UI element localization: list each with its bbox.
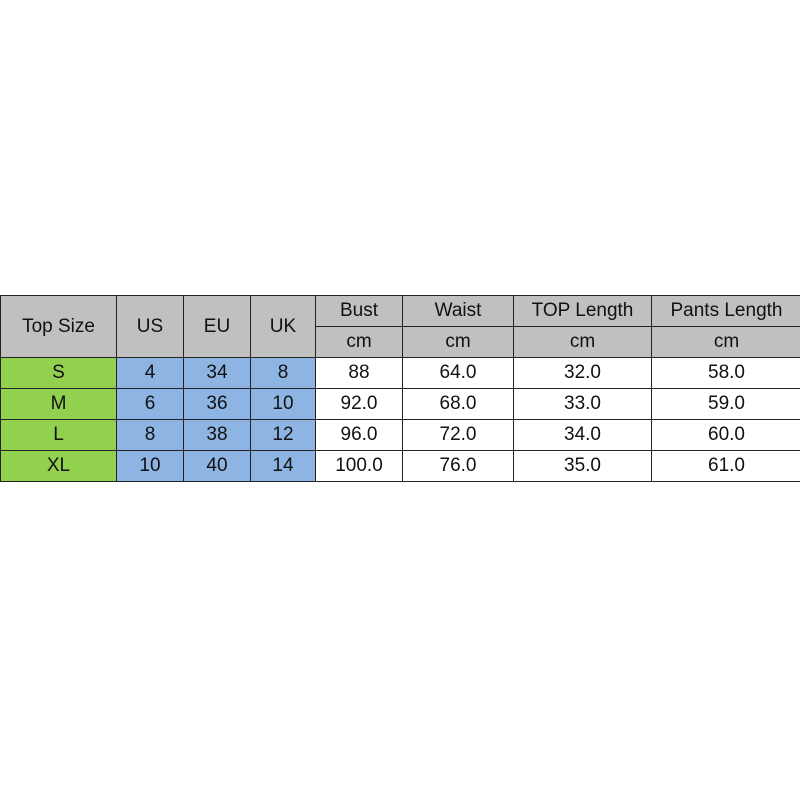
header-uk: UK xyxy=(250,295,316,358)
size-cell: XL xyxy=(0,450,117,482)
value-cell: 8 xyxy=(250,357,316,389)
value-cell: 4 xyxy=(116,357,184,389)
header-waist: Waist xyxy=(402,295,514,327)
value-cell: 14 xyxy=(250,450,316,482)
value-cell: 100.0 xyxy=(315,450,403,482)
unit-cell: cm xyxy=(513,326,652,358)
value-cell: 96.0 xyxy=(315,419,403,451)
value-cell: 10 xyxy=(116,450,184,482)
unit-cell: cm xyxy=(315,326,403,358)
size-cell: S xyxy=(0,357,117,389)
value-cell: 58.0 xyxy=(651,357,800,389)
size-chart-table: Top Size US EU UK Bust Waist TOP Length … xyxy=(0,295,800,482)
value-cell: 76.0 xyxy=(402,450,514,482)
value-cell: 8 xyxy=(116,419,184,451)
value-cell: 72.0 xyxy=(402,419,514,451)
table-row: L 8 38 12 96.0 72.0 34.0 60.0 xyxy=(0,419,800,451)
value-cell: 10 xyxy=(250,388,316,420)
value-cell: 34 xyxy=(183,357,251,389)
value-cell: 88 xyxy=(315,357,403,389)
value-cell: 59.0 xyxy=(651,388,800,420)
table-row: S 4 34 8 88 64.0 32.0 58.0 xyxy=(0,357,800,389)
table-row: XL 10 40 14 100.0 76.0 35.0 61.0 xyxy=(0,450,800,482)
value-cell: 12 xyxy=(250,419,316,451)
value-cell: 33.0 xyxy=(513,388,652,420)
value-cell: 32.0 xyxy=(513,357,652,389)
header-bust: Bust xyxy=(315,295,403,327)
value-cell: 34.0 xyxy=(513,419,652,451)
unit-cell: cm xyxy=(651,326,800,358)
header-us: US xyxy=(116,295,184,358)
header-row: Top Size US EU UK Bust Waist TOP Length … xyxy=(0,295,800,358)
value-cell: 36 xyxy=(183,388,251,420)
header-top-length: TOP Length xyxy=(513,295,652,327)
value-cell: 6 xyxy=(116,388,184,420)
table-row: M 6 36 10 92.0 68.0 33.0 59.0 xyxy=(0,388,800,420)
value-cell: 68.0 xyxy=(402,388,514,420)
header-eu: EU xyxy=(183,295,251,358)
unit-row: cm cm cm cm xyxy=(1,326,800,358)
header-top-size: Top Size xyxy=(0,295,117,358)
value-cell: 35.0 xyxy=(513,450,652,482)
value-cell: 40 xyxy=(183,450,251,482)
value-cell: 61.0 xyxy=(651,450,800,482)
header-pants-length: Pants Length xyxy=(651,295,800,327)
value-cell: 60.0 xyxy=(651,419,800,451)
size-cell: L xyxy=(0,419,117,451)
unit-cell: cm xyxy=(402,326,514,358)
size-cell: M xyxy=(0,388,117,420)
value-cell: 92.0 xyxy=(315,388,403,420)
value-cell: 64.0 xyxy=(402,357,514,389)
value-cell: 38 xyxy=(183,419,251,451)
